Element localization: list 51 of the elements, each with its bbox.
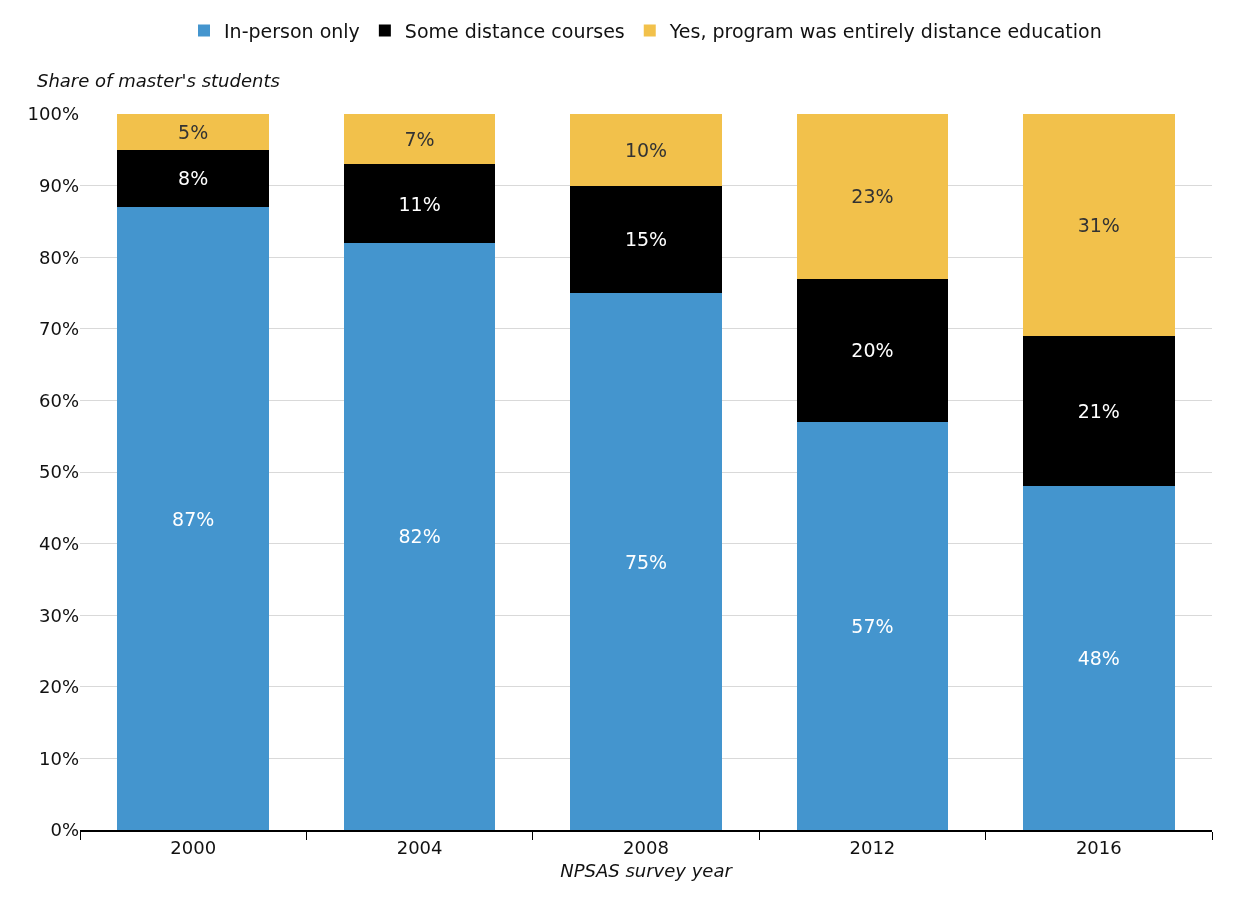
data-label: 7% xyxy=(404,128,435,151)
data-label: 23% xyxy=(851,185,894,208)
bar xyxy=(796,421,949,830)
x-tick-label: 2000 xyxy=(170,836,217,858)
y-tick-label: 70% xyxy=(38,318,79,340)
data-label: 87% xyxy=(172,507,215,530)
data-label: 20% xyxy=(851,339,894,362)
legend-label: Some distance courses xyxy=(404,19,625,42)
x-axis-title: NPSAS survey year xyxy=(560,860,734,882)
y-tick-label: 100% xyxy=(27,103,79,125)
bar xyxy=(796,278,949,422)
bar xyxy=(570,293,722,830)
data-label: 10% xyxy=(624,138,668,161)
bar xyxy=(570,114,722,186)
bar xyxy=(343,114,496,165)
bar xyxy=(570,185,722,293)
data-label: 31% xyxy=(1077,213,1120,236)
data-label: 5% xyxy=(178,120,209,143)
bar xyxy=(343,164,496,243)
x-tick-label: 2016 xyxy=(1075,836,1122,858)
y-axis-title: Share of master's students xyxy=(37,70,280,91)
legend-label: Yes, program was entirely distance education xyxy=(668,19,1102,42)
y-tick-label: 50% xyxy=(38,461,79,483)
data-label: 48% xyxy=(1077,647,1120,670)
bar xyxy=(1022,335,1175,487)
bar xyxy=(117,114,270,150)
y-tick-label: 60% xyxy=(38,389,79,411)
y-tick-label: 20% xyxy=(38,676,79,698)
x-tick-label: 2008 xyxy=(623,836,669,858)
data-label: 21% xyxy=(1077,400,1120,423)
data-label: 82% xyxy=(398,525,441,548)
y-tick-label: 80% xyxy=(38,246,79,268)
data-label: 8% xyxy=(178,167,209,190)
x-tick-label: 2012 xyxy=(849,836,896,858)
y-tick-label: 30% xyxy=(38,604,79,626)
legend-label: In-person only xyxy=(224,19,360,42)
y-tick-label: 90% xyxy=(38,174,79,196)
data-label: 57% xyxy=(851,614,894,637)
data-label: 11% xyxy=(398,192,441,215)
bar xyxy=(1022,114,1175,336)
x-tick-label: 2004 xyxy=(396,836,443,858)
bar xyxy=(796,114,949,279)
y-tick-label: 0% xyxy=(50,819,79,841)
y-tick-label: 40% xyxy=(38,532,79,554)
y-tick-label: 10% xyxy=(38,747,79,769)
bar xyxy=(343,242,496,830)
data-label: 15% xyxy=(624,228,668,251)
data-label: 75% xyxy=(624,550,668,573)
bar xyxy=(1022,486,1175,830)
bar xyxy=(117,149,270,208)
bar xyxy=(117,207,270,830)
